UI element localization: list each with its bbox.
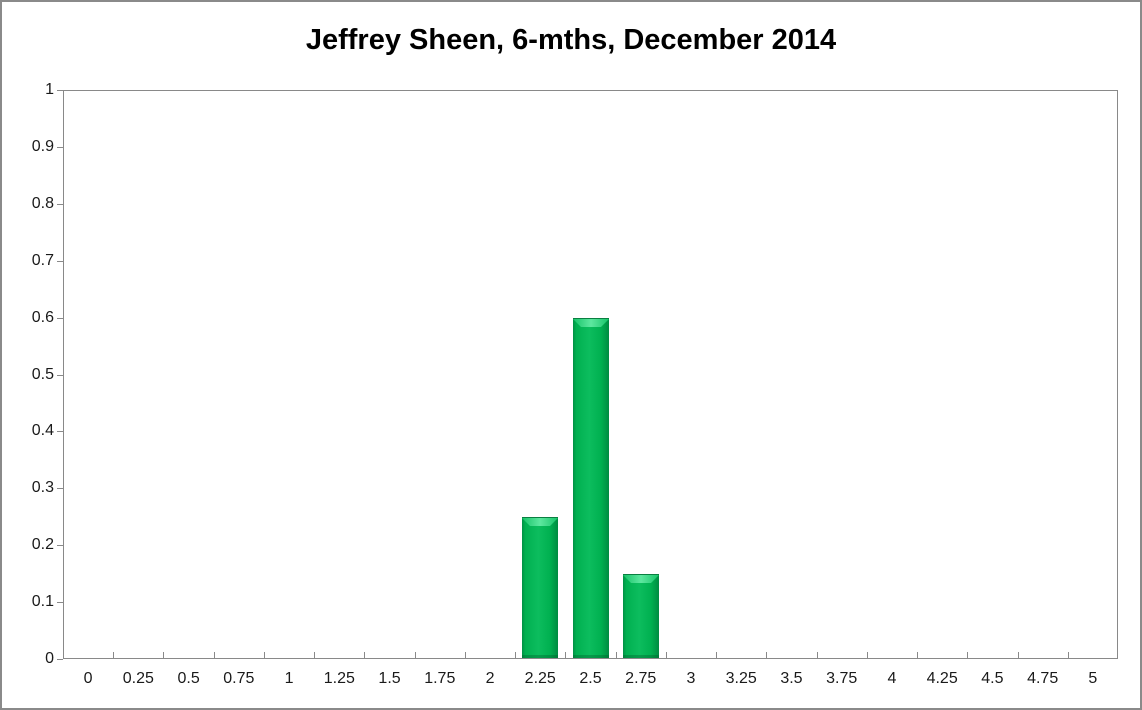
y-axis-label: 0.8 <box>31 195 54 212</box>
y-axis-label: 0.2 <box>31 536 54 553</box>
x-axis-label: 3.5 <box>780 670 803 687</box>
x-axis-tick <box>113 652 114 658</box>
x-axis-label: 3.25 <box>725 670 757 687</box>
x-axis-tick <box>917 652 918 658</box>
x-axis-tick <box>214 652 215 658</box>
x-axis-tick <box>163 652 164 658</box>
x-axis-tick <box>364 652 365 658</box>
x-axis-tick <box>716 652 717 658</box>
x-axis-label: 1.75 <box>424 670 456 687</box>
x-axis-label: 1.25 <box>323 670 355 687</box>
x-axis-tick <box>415 652 416 658</box>
y-axis-tick <box>57 147 63 148</box>
y-axis-tick <box>57 488 63 489</box>
y-axis-label: 0.1 <box>31 593 54 610</box>
y-axis-label: 0 <box>45 650 54 667</box>
x-axis-tick <box>314 652 315 658</box>
x-axis-tick <box>465 652 466 658</box>
chart-title: Jeffrey Sheen, 6-mths, December 2014 <box>305 24 837 56</box>
x-axis-label: 2.25 <box>524 670 556 687</box>
x-axis-label: 1 <box>284 670 294 687</box>
x-axis-tick <box>817 652 818 658</box>
x-axis-label: 0.75 <box>223 670 255 687</box>
x-axis-label: 0 <box>83 670 93 687</box>
y-axis-label: 0.5 <box>31 366 54 383</box>
x-axis-tick <box>666 652 667 658</box>
y-axis-label: 1 <box>45 81 54 98</box>
x-axis-label: 0.5 <box>177 670 200 687</box>
bar-2.5 <box>573 318 609 658</box>
x-axis-label: 0.25 <box>122 670 154 687</box>
bar-2.75 <box>623 574 659 658</box>
x-axis-label: 2.75 <box>625 670 657 687</box>
x-axis-tick <box>967 652 968 658</box>
y-axis-tick <box>57 545 63 546</box>
x-axis-label: 2.5 <box>579 670 602 687</box>
y-axis-tick <box>57 375 63 376</box>
x-axis-label: 5 <box>1088 670 1098 687</box>
y-axis-tick <box>57 318 63 319</box>
y-axis-label: 0.7 <box>31 252 54 269</box>
x-axis-tick <box>867 652 868 658</box>
x-axis-label: 4.75 <box>1027 670 1059 687</box>
x-axis-tick <box>616 652 617 658</box>
x-axis-label: 4.25 <box>926 670 958 687</box>
y-axis-label: 0.9 <box>31 138 54 155</box>
y-axis-tick <box>57 659 63 660</box>
x-axis-tick <box>515 652 516 658</box>
y-axis-tick <box>57 204 63 205</box>
x-axis-label: 1.5 <box>378 670 401 687</box>
x-axis-tick <box>264 652 265 658</box>
y-axis-label: 0.6 <box>31 309 54 326</box>
y-axis-label: 0.4 <box>31 422 54 439</box>
x-axis-tick <box>1018 652 1019 658</box>
y-axis-tick <box>57 90 63 91</box>
y-axis-tick <box>57 431 63 432</box>
x-axis-label: 3 <box>686 670 696 687</box>
y-axis-label: 0.3 <box>31 479 54 496</box>
x-axis-label: 3.75 <box>826 670 858 687</box>
x-axis-tick <box>565 652 566 658</box>
x-axis-label: 4.5 <box>981 670 1004 687</box>
x-axis-label: 2 <box>485 670 495 687</box>
x-axis-tick <box>766 652 767 658</box>
x-axis-tick <box>1068 652 1069 658</box>
y-axis-tick <box>57 602 63 603</box>
bar-2.25 <box>522 517 558 658</box>
x-axis-label: 4 <box>887 670 897 687</box>
y-axis-tick <box>57 261 63 262</box>
